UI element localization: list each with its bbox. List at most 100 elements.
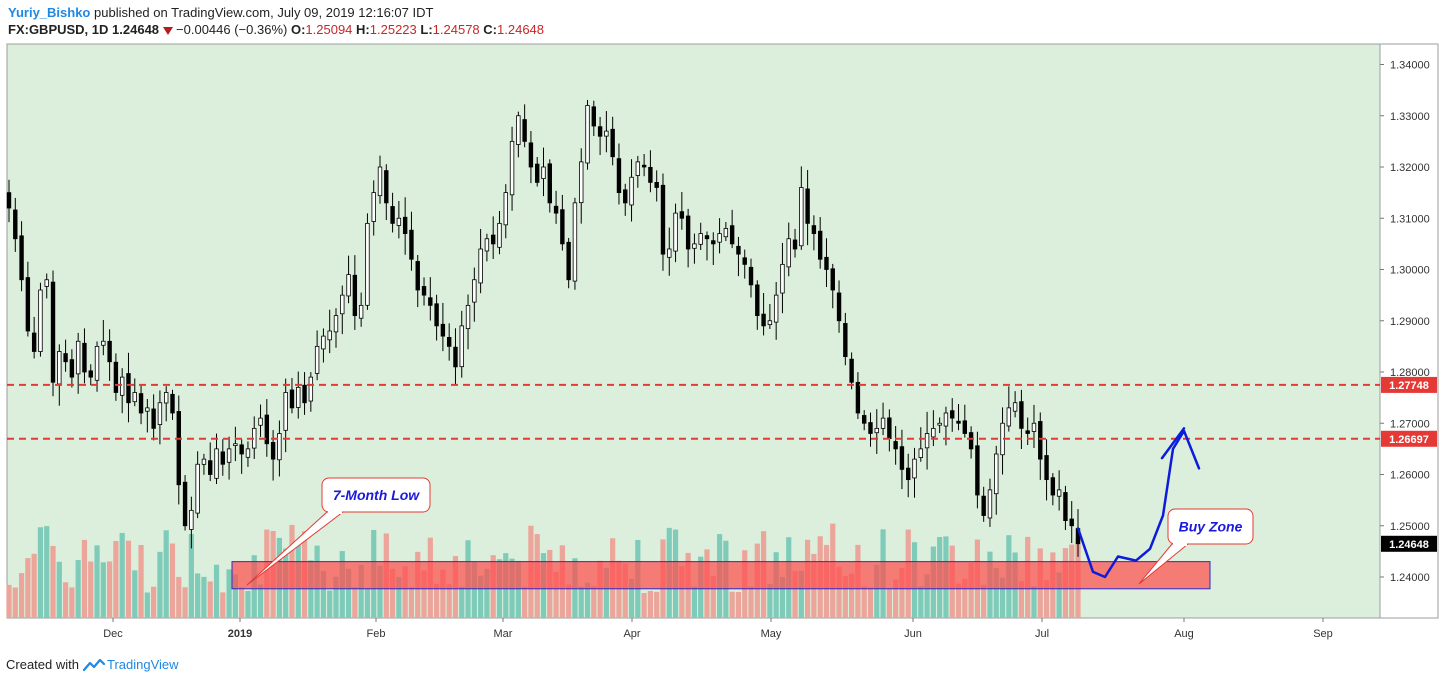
volume-bar (245, 590, 251, 618)
x-tick-label: Jul (1035, 628, 1049, 640)
chart-frame (6, 43, 1439, 619)
volume-bar (50, 545, 56, 618)
candle-body (1050, 477, 1056, 496)
candle-body (899, 446, 905, 470)
candle-body (918, 448, 923, 458)
publish-line: Yuriy_Bishko published on TradingView.co… (8, 4, 544, 21)
price-change: −0.00446 (−0.36%) (176, 22, 288, 37)
volume-bar (597, 560, 603, 618)
y-tick-label: 1.28000 (1390, 367, 1430, 379)
candle-body (943, 412, 949, 427)
candle-body (692, 243, 697, 249)
volume-bar (88, 561, 94, 618)
volume-bar (962, 578, 968, 618)
open-label: O: (290, 22, 306, 37)
candle-body (157, 402, 163, 426)
candle-body (69, 359, 75, 378)
tradingview-link[interactable]: TradingView (106, 657, 179, 672)
volume-bar (327, 590, 333, 618)
volume-bar (622, 563, 628, 618)
candle-body (874, 427, 879, 434)
candle-body (635, 161, 641, 176)
candle-body (88, 370, 93, 378)
symbol-line: FX:GBPUSD, 1D 1.24648 −0.00446 (−0.36%) O… (8, 21, 544, 38)
candle-body (308, 376, 314, 402)
volume-bar (459, 586, 465, 618)
candle-body (94, 345, 100, 381)
candle-body (729, 225, 735, 245)
volume-bar (220, 592, 226, 618)
volume-bar (515, 560, 521, 618)
candle-body (717, 233, 722, 243)
volume-bar (798, 570, 804, 618)
footer: Created with TradingView (6, 657, 179, 672)
candle-body (509, 140, 515, 196)
candle-body (962, 420, 968, 434)
candle-body (1044, 455, 1049, 481)
volume-bar (471, 562, 477, 618)
candle-body (270, 441, 276, 460)
candle-body (906, 467, 911, 481)
plot-background (7, 44, 1380, 618)
down-arrow-icon (163, 26, 174, 35)
candle-body (170, 393, 175, 414)
close-label: C: (483, 22, 498, 37)
volume-bar (239, 587, 245, 618)
candle-body (472, 279, 477, 303)
tradingview-logo-icon (82, 658, 105, 671)
candle-body (38, 289, 43, 352)
volume-bar (201, 576, 207, 618)
candle-body (1069, 518, 1074, 527)
candle-body (843, 323, 848, 358)
candle-body (132, 392, 137, 403)
volume-bar (358, 564, 364, 618)
volume-bar (893, 579, 899, 618)
high-value: 1.25223 (369, 22, 417, 37)
candle-body (434, 303, 439, 327)
author-link[interactable]: Yuriy_Bishko (8, 5, 91, 20)
candle-body (113, 361, 119, 393)
y-tick-label: 1.32000 (1390, 162, 1430, 174)
volume-bar (899, 568, 905, 618)
candle-body (13, 209, 18, 240)
candle-body (503, 192, 508, 226)
volume-bar (75, 560, 81, 618)
candle-body (314, 345, 320, 374)
candle-body (296, 386, 301, 408)
candle-body (396, 217, 402, 226)
chart-header: Yuriy_Bishko published on TradingView.co… (8, 4, 544, 38)
candle-body (685, 215, 691, 250)
volume-bar (107, 561, 113, 618)
volume-bar (402, 566, 408, 618)
candle-body (1019, 401, 1024, 429)
volume-bar (603, 567, 609, 618)
candle-body (277, 433, 282, 461)
candle-body (321, 335, 326, 350)
candle-body (484, 238, 490, 252)
volume-bar (591, 585, 597, 618)
candle-body (805, 188, 810, 224)
y-tick-label: 1.34000 (1390, 60, 1430, 72)
last-price-label: 1.24648 (1389, 539, 1429, 551)
volume-bar (320, 570, 327, 618)
close-value: 1.24648 (497, 22, 545, 37)
volume-bar (182, 587, 188, 618)
x-tick-label: Sep (1313, 628, 1333, 640)
candle-body (981, 495, 986, 516)
volume-bar (257, 584, 264, 618)
candle-body (773, 294, 779, 323)
volume-bar (641, 592, 647, 618)
volume-bar (478, 575, 484, 618)
volume-bar (352, 587, 358, 618)
candle-body (101, 340, 106, 346)
candle-body (924, 433, 930, 449)
y-tick-label: 1.27000 (1390, 418, 1430, 430)
candle-body (384, 170, 389, 204)
candle-body (1038, 421, 1043, 460)
volume-bar (389, 568, 396, 618)
x-tick-label: Jun (904, 628, 922, 640)
symbol-name[interactable]: FX:GBPUSD, 1D (8, 22, 109, 37)
volume-bar (553, 572, 559, 618)
candle-body (572, 202, 578, 282)
